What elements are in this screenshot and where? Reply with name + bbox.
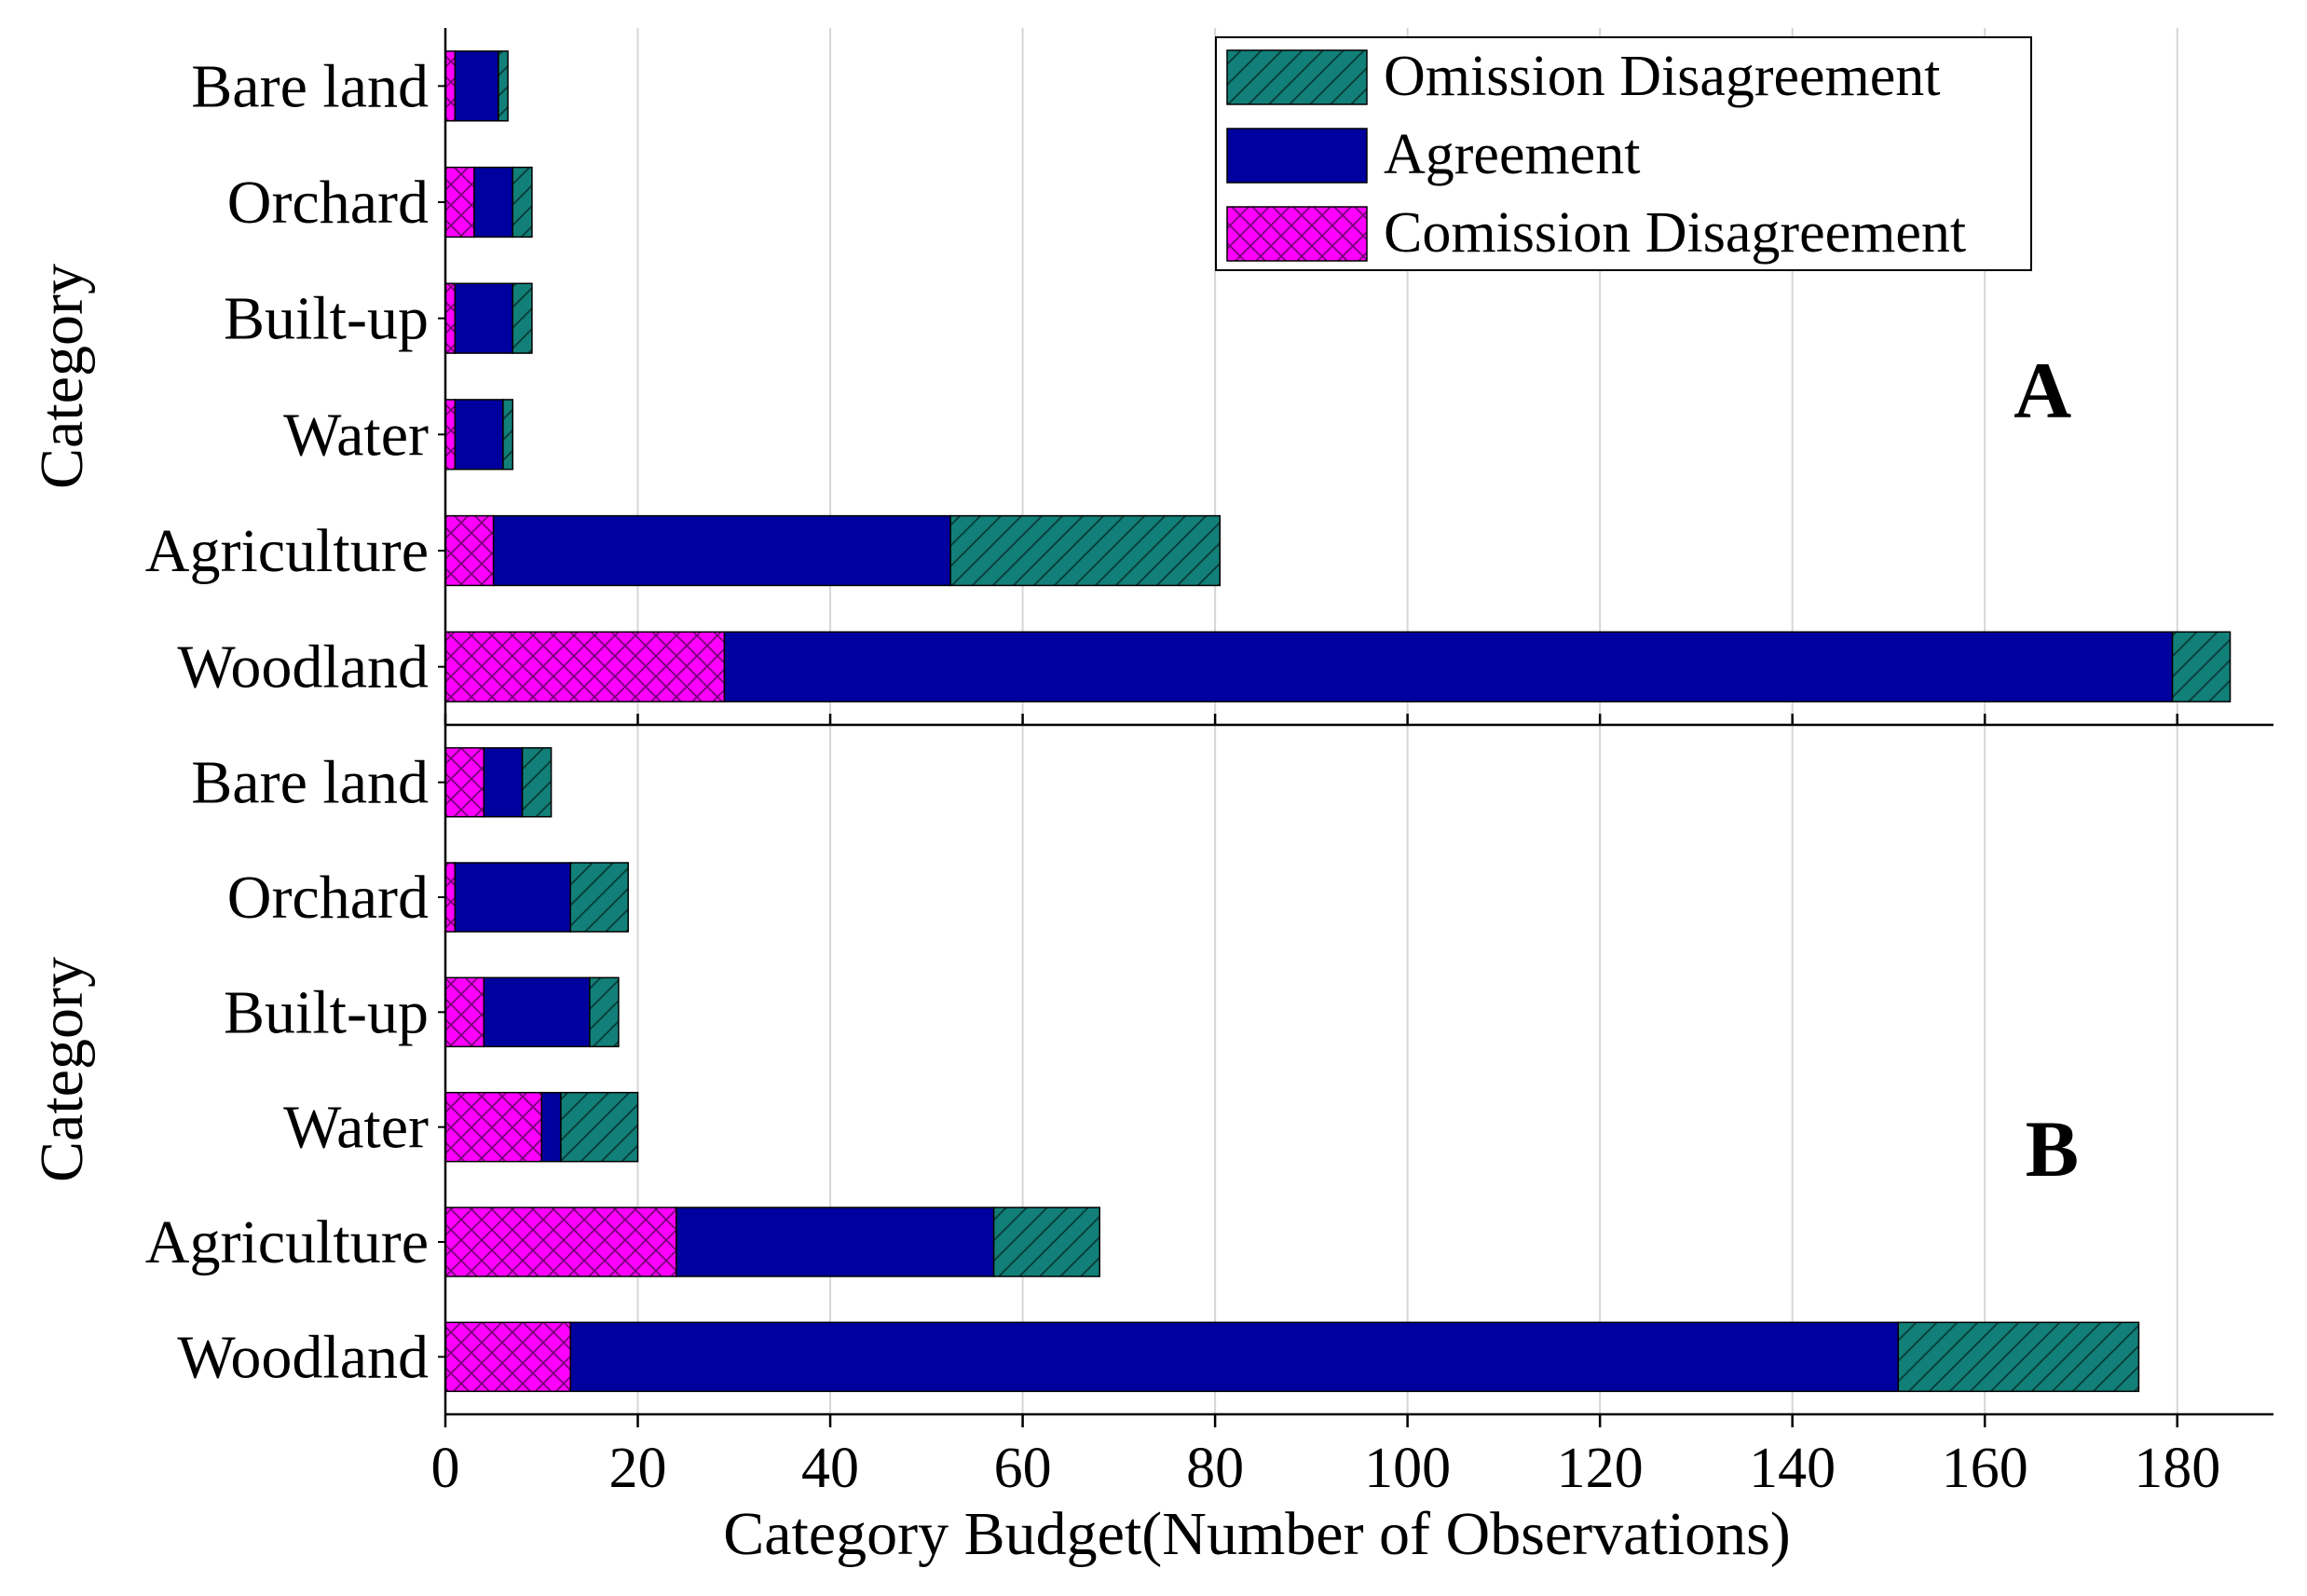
axes-layer <box>438 28 2273 1427</box>
x-tick-label-40: 40 <box>801 1437 859 1500</box>
bar-b-agriculture-omission-disagreement <box>992 1207 1100 1277</box>
bar-b-built-up-omission-disagreement <box>589 976 620 1048</box>
bar-a-woodland-comission-disagreement <box>444 631 726 703</box>
x-axis-title: Category Budget(Number of Observations) <box>723 1500 1791 1568</box>
y-axis-title-a: Category <box>28 264 96 489</box>
bar-a-woodland-agreement <box>723 631 2174 703</box>
category-label-a-bare-land: Bare land <box>191 52 429 120</box>
x-tick-label-0: 0 <box>431 1437 460 1500</box>
bar-a-bare-land-omission-disagreement <box>498 50 509 122</box>
bar-b-orchard-omission-disagreement <box>569 862 629 933</box>
bar-a-agriculture-agreement <box>492 514 951 587</box>
bar-b-built-up-comission-disagreement <box>444 976 485 1048</box>
bar-b-water-omission-disagreement <box>560 1091 639 1163</box>
x-tick-label-120: 120 <box>1557 1437 1644 1500</box>
legend-label-agreement: Agreement <box>1384 123 1640 186</box>
panel-label-b: B <box>2026 1104 2079 1194</box>
bar-b-orchard-comission-disagreement <box>444 862 457 933</box>
bar-a-orchard-omission-disagreement <box>512 166 533 239</box>
bar-a-orchard-agreement <box>473 166 514 239</box>
bar-b-agriculture-comission-disagreement <box>444 1207 677 1277</box>
panel-label-a: A <box>2014 346 2071 435</box>
bars-layer <box>444 50 2232 1393</box>
bar-a-water-comission-disagreement <box>444 399 457 471</box>
bar-a-water-omission-disagreement <box>502 399 514 471</box>
bar-a-bare-land-agreement <box>454 50 499 122</box>
legend-label-omission-disagreement: Omission Disagreement <box>1384 45 1941 108</box>
labels-layer: Bare land Orchard Built-up Water Agriculture… <box>28 52 2220 1568</box>
bar-b-woodland-omission-disagreement <box>1897 1321 2140 1393</box>
bar-b-woodland-agreement <box>569 1321 1900 1393</box>
category-label-b-woodland: Woodland <box>177 1323 429 1391</box>
bar-a-orchard-comission-disagreement <box>444 166 475 239</box>
bar-b-water-agreement <box>540 1091 562 1163</box>
x-tick-label-140: 140 <box>1749 1437 1836 1500</box>
bar-b-water-comission-disagreement <box>444 1091 543 1163</box>
category-label-b-bare-land: Bare land <box>191 749 429 817</box>
category-label-a-orchard: Orchard <box>227 169 429 237</box>
legend-swatch-comission-disagreement <box>1226 206 1368 262</box>
category-label-b-water: Water <box>283 1094 429 1162</box>
category-label-a-agriculture: Agriculture <box>145 517 429 585</box>
category-label-a-built-up: Built-up <box>224 285 429 353</box>
y-axis-title-b: Category <box>28 957 96 1182</box>
category-label-b-orchard: Orchard <box>227 864 429 932</box>
category-label-b-agriculture: Agriculture <box>145 1208 429 1276</box>
bar-a-built-up-omission-disagreement <box>512 282 533 354</box>
legend: Omission Disagreement Agreement Comission … <box>1215 36 2032 271</box>
x-tick-label-160: 160 <box>1942 1437 2028 1500</box>
x-tick-label-100: 100 <box>1364 1437 1451 1500</box>
bar-b-bare-land-omission-disagreement <box>521 746 553 818</box>
bar-b-built-up-agreement <box>483 976 591 1048</box>
bar-a-built-up-comission-disagreement <box>444 282 457 354</box>
x-tick-label-80: 80 <box>1186 1437 1244 1500</box>
x-tick-label-20: 20 <box>609 1437 667 1500</box>
category-label-a-water: Water <box>283 401 429 469</box>
bar-a-agriculture-comission-disagreement <box>444 514 495 587</box>
bar-a-woodland-omission-disagreement <box>2171 631 2232 703</box>
bar-b-bare-land-comission-disagreement <box>444 746 485 818</box>
legend-label-comission-disagreement: Comission Disagreement <box>1384 201 1966 265</box>
bar-b-orchard-agreement <box>454 862 571 933</box>
legend-swatch-omission-disagreement <box>1226 49 1368 105</box>
bar-b-agriculture-agreement <box>676 1207 995 1277</box>
bar-b-woodland-comission-disagreement <box>444 1321 571 1393</box>
bar-a-bare-land-comission-disagreement <box>444 50 457 122</box>
bar-a-water-agreement <box>454 399 504 471</box>
bar-a-agriculture-omission-disagreement <box>949 514 1222 587</box>
bar-b-bare-land-agreement <box>483 746 524 818</box>
category-label-b-built-up: Built-up <box>224 978 429 1046</box>
category-label-a-woodland: Woodland <box>177 634 429 702</box>
legend-swatch-agreement <box>1226 128 1368 184</box>
x-tick-label-60: 60 <box>994 1437 1052 1500</box>
x-tick-label-180: 180 <box>2134 1437 2220 1500</box>
bar-a-built-up-agreement <box>454 282 514 354</box>
